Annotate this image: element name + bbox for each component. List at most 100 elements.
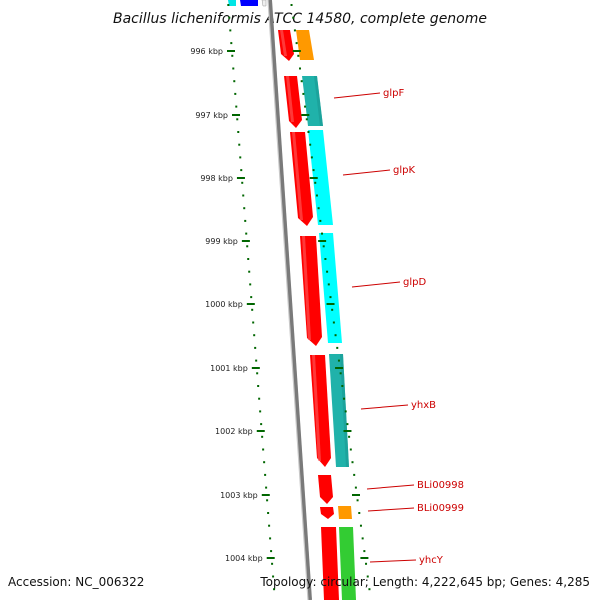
- gene-label: BLi00998: [417, 480, 464, 491]
- scale-dot: [269, 537, 272, 540]
- scale-dot: [259, 410, 262, 413]
- left-dotted-scale: [227, 4, 276, 591]
- scale-dot: [331, 308, 334, 311]
- scale-tick: [256, 430, 265, 432]
- scale-dot: [272, 575, 275, 578]
- scale-dot: [358, 512, 361, 514]
- scale-dot: [326, 270, 329, 273]
- scale-dot: [273, 588, 276, 591]
- scale-dot: [363, 550, 366, 553]
- scale-dot: [290, 4, 293, 6]
- accession-text: Accession: NC_006322: [8, 575, 145, 589]
- scale-tick: [246, 303, 255, 305]
- scale-tick-label: 998 kbp: [200, 174, 233, 183]
- scale-tick-label: 1000 kbp: [205, 300, 243, 309]
- scale-tick-right: [301, 114, 310, 116]
- scale-dot: [229, 29, 232, 32]
- scale-dot: [270, 550, 273, 553]
- gene-label: yhcY: [419, 555, 444, 566]
- scale-dot: [361, 537, 364, 540]
- scale-dot: [334, 334, 337, 337]
- scale-dot: [332, 321, 335, 324]
- scale-dot: [356, 499, 359, 502]
- scale-dot: [247, 258, 250, 260]
- scale-tick: [232, 114, 241, 116]
- scale-dot: [234, 92, 237, 95]
- scale-dot: [329, 296, 332, 299]
- gene-arrow-red-1: [278, 30, 294, 61]
- scale-tick-right: [343, 430, 352, 432]
- gene-label: glpF: [383, 88, 404, 99]
- scale-tick: [226, 50, 235, 52]
- scale-dot: [251, 308, 254, 311]
- scale-dot: [266, 499, 269, 502]
- scale-dot: [348, 435, 351, 438]
- feature-top-cyan: [228, 0, 236, 6]
- topology-text: Topology: circular; Length: 4,222,645 bp…: [260, 575, 590, 589]
- scale-dot: [242, 194, 245, 197]
- gene-label-leader: [342, 169, 391, 176]
- feature-orange-2: [338, 506, 352, 519]
- scale-dot: [254, 346, 257, 349]
- scale-tick: [251, 367, 260, 369]
- genome-backbone: [268, 0, 312, 600]
- gene-label-leader: [367, 507, 415, 512]
- gene-highlight-1: [280, 30, 287, 56]
- scale-dot: [322, 245, 325, 248]
- scale-dot: [351, 461, 354, 464]
- scale-dot: [292, 16, 295, 19]
- gene-highlight-2: [286, 76, 294, 122]
- scale-tick-right: [335, 367, 344, 369]
- scale-dot: [349, 448, 352, 451]
- gene-label-leader: [351, 281, 401, 288]
- scale-dot: [309, 143, 312, 146]
- scale-dot: [267, 512, 270, 514]
- scale-dot: [354, 486, 357, 489]
- scale-dot: [268, 524, 271, 527]
- scale-dot: [353, 473, 356, 476]
- scale-tick: [261, 494, 270, 496]
- scale-dot: [228, 16, 231, 19]
- scale-tick-label: 1003 kbp: [220, 491, 258, 500]
- scale-dot: [359, 524, 362, 527]
- scale-dot: [337, 359, 340, 362]
- gene-arrow-red-BLi00999: [320, 507, 334, 519]
- scale-dot: [293, 29, 296, 32]
- feature-orange-1: [296, 30, 314, 60]
- scale-dot: [339, 372, 342, 375]
- scale-dot: [244, 219, 247, 222]
- gene-highlight-5: [312, 355, 321, 461]
- feature-cyan-1: [308, 130, 333, 225]
- scale-dot: [237, 131, 240, 133]
- scale-dot: [257, 385, 260, 387]
- scale-dot: [305, 118, 308, 121]
- scale-dot: [324, 258, 327, 260]
- scale-tick-label: 996 kbp: [190, 47, 223, 56]
- scale-tick-right: [352, 494, 360, 496]
- scale-dot: [295, 42, 298, 45]
- scale-dot: [230, 42, 233, 45]
- scale-dot: [250, 296, 253, 299]
- scale-dot: [239, 156, 242, 159]
- scale-dot: [365, 562, 368, 565]
- scale-dot: [243, 207, 246, 210]
- feature-top-blue: [240, 0, 258, 6]
- gene-label-leader: [333, 92, 381, 99]
- scale-dot: [255, 359, 258, 362]
- scale-dot: [241, 181, 244, 184]
- scale-dot: [256, 372, 259, 375]
- scale-tick-label: 1004 kbp: [225, 554, 263, 563]
- scale-dot: [366, 575, 369, 578]
- scale-dot: [344, 410, 347, 413]
- gene-labels: glpF glpK glpD yhxB BLi00998 BLi00999 yhcY: [383, 88, 464, 566]
- gene-label: BLi00999: [417, 503, 464, 514]
- scale-dot: [240, 169, 243, 172]
- scale-dot: [314, 181, 317, 184]
- scale-dot: [317, 207, 320, 210]
- gene-label: glpD: [403, 277, 426, 288]
- feature-teal-shade-1: [314, 76, 323, 126]
- gene-arrow-red-yhcY: [321, 527, 339, 600]
- gene-arrow-red-BLi00998: [318, 475, 333, 504]
- gene-label-leaders: [333, 92, 417, 563]
